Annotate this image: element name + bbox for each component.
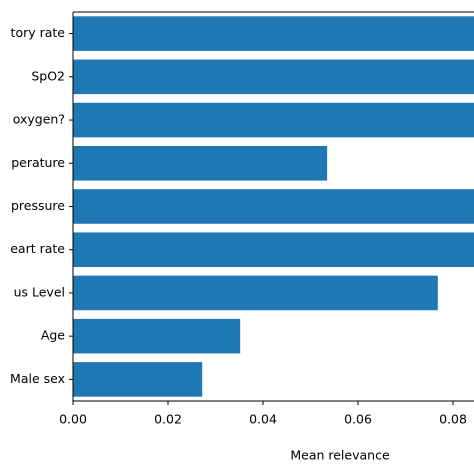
x-tick-label: 0.04: [249, 412, 277, 427]
y-tick-label: perature: [11, 155, 65, 170]
bar: [73, 318, 241, 354]
x-tick-label: 0.02: [154, 412, 182, 427]
y-tick-label: pressure: [11, 198, 65, 213]
bar: [73, 145, 328, 181]
y-tick-label: oxygen?: [13, 112, 65, 127]
y-tick-label: tory rate: [11, 25, 66, 40]
bar: [73, 232, 474, 268]
x-tick-label: 0.08: [439, 412, 467, 427]
x-tick-label: 0.00: [59, 412, 87, 427]
bar: [73, 102, 474, 138]
y-tick-label: SpO2: [31, 68, 65, 83]
y-tick-label: us Level: [14, 284, 65, 299]
y-tick-label: Male sex: [10, 371, 65, 386]
bar: [73, 362, 203, 397]
x-axis-label: Mean relevance: [290, 448, 390, 463]
bar: [73, 275, 438, 311]
bar: [73, 189, 474, 224]
x-tick-label: 0.06: [344, 412, 372, 427]
bar: [73, 16, 474, 51]
bar: [73, 59, 474, 95]
y-tick-label: Age: [41, 328, 65, 343]
y-tick-label: eart rate: [10, 241, 65, 256]
